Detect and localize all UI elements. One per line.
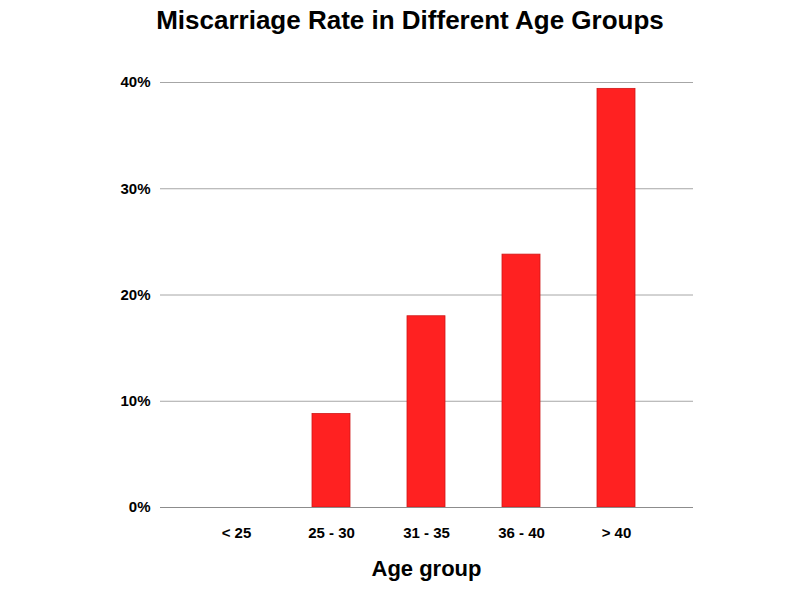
html-text:Miscarriage Rate in Different: Miscarriage Rate in Different Age Groups — [156, 5, 664, 35]
html-text:Age group: Age group — [371, 556, 482, 581]
svg-text:10%: 10% — [120, 392, 150, 409]
svg-text:36 - 40: 36 - 40 — [498, 524, 545, 541]
svg-text:30%: 30% — [120, 180, 150, 197]
svg-text:31 - 35: 31 - 35 — [403, 524, 450, 541]
svg-text:20%: 20% — [120, 286, 150, 303]
svg-text:> 40: > 40 — [602, 524, 632, 541]
svg-text:40%: 40% — [120, 73, 150, 90]
svg-text:0%: 0% — [129, 498, 151, 515]
svg-text:< 25: < 25 — [222, 524, 252, 541]
svg-text:25 - 30: 25 - 30 — [308, 524, 355, 541]
